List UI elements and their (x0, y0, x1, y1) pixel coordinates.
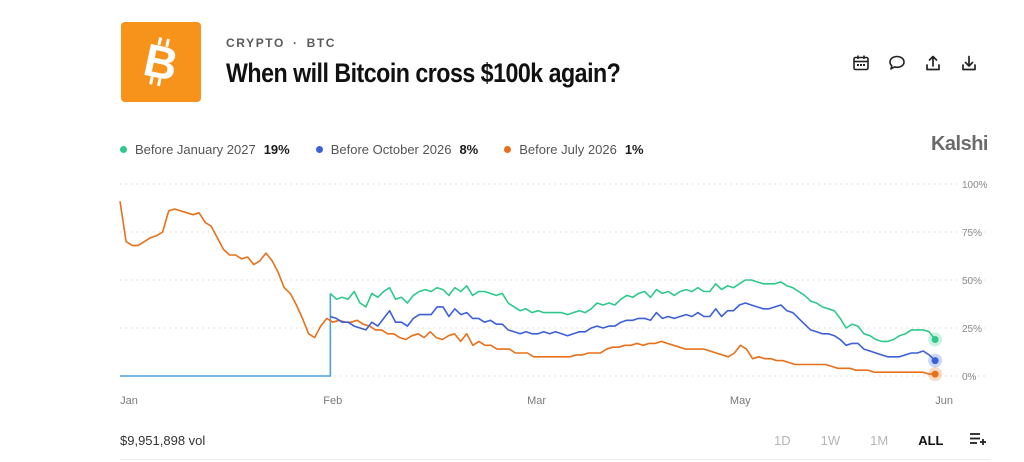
legend-value: 1% (624, 142, 644, 157)
range-1m[interactable]: 1M (870, 433, 889, 448)
price-chart[interactable]: 100% 75% 50% 25% 0% Jan Feb Mar May Jun (0, 170, 1024, 420)
legend-value: 19% (263, 142, 290, 157)
series-line (329, 279, 936, 343)
divider (120, 459, 990, 460)
share-button[interactable] (922, 52, 944, 74)
legend-item-oct-2026[interactable]: Before October 2026 8% (315, 142, 479, 157)
legend-item-jul-2026[interactable]: Before July 2026 1% (504, 142, 644, 157)
bitcoin-logo: B (121, 22, 201, 102)
series-end-point (931, 357, 939, 365)
range-all[interactable]: ALL (918, 433, 944, 448)
series-end-point (931, 336, 939, 343)
page-title: When will Bitcoin cross $100k again? (226, 58, 621, 88)
legend-label: Before January 2027 (135, 142, 256, 157)
legend-label: Before October 2026 (330, 142, 452, 157)
breadcrumb: CRYPTO · BTC (226, 36, 336, 50)
x-tick-label: Jun (935, 395, 953, 407)
legend-dot (315, 146, 323, 153)
range-selector: 1D 1W 1M ALL (774, 432, 987, 449)
chart-legend: Before January 2027 19% Before October 2… (120, 142, 670, 157)
x-tick-label: May (730, 395, 751, 407)
series-line (120, 293, 332, 377)
y-tick-label: 0% (962, 372, 977, 383)
download-button[interactable] (958, 52, 980, 74)
breadcrumb-separator: · (292, 36, 299, 50)
x-tick-label: Feb (323, 395, 342, 407)
range-1d[interactable]: 1D (774, 433, 791, 448)
volume-label: $9,951,898 vol (120, 433, 206, 448)
series-line (330, 302, 936, 362)
calendar-icon (853, 55, 869, 71)
y-tick-label: 75% (962, 228, 982, 239)
x-tick-label: Jan (120, 395, 138, 407)
series-end-point (931, 370, 939, 378)
calendar-button[interactable] (850, 52, 872, 74)
y-tick-label: 25% (962, 324, 982, 335)
ticker-label[interactable]: BTC (306, 36, 337, 50)
download-icon (962, 55, 976, 71)
y-tick-label: 100% (962, 180, 988, 191)
x-tick-label: Mar (527, 395, 546, 407)
legend-value: 8% (459, 142, 479, 157)
y-tick-label: 50% (962, 276, 982, 287)
legend-label: Before July 2026 (519, 142, 617, 157)
list-add-icon[interactable] (969, 432, 987, 449)
legend-item-jan-2027[interactable]: Before January 2027 19% (120, 142, 290, 157)
range-1w[interactable]: 1W (820, 433, 841, 448)
bitcoin-icon: B (139, 33, 182, 91)
kalshi-brand: Kalshi (930, 133, 989, 155)
legend-dot (120, 146, 127, 153)
series-line (119, 201, 936, 375)
comment-button[interactable] (886, 52, 908, 74)
legend-dot (504, 146, 512, 153)
comment-icon (889, 55, 905, 70)
header-actions (850, 52, 980, 74)
category-label[interactable]: CRYPTO (226, 36, 285, 50)
share-icon (926, 55, 940, 71)
